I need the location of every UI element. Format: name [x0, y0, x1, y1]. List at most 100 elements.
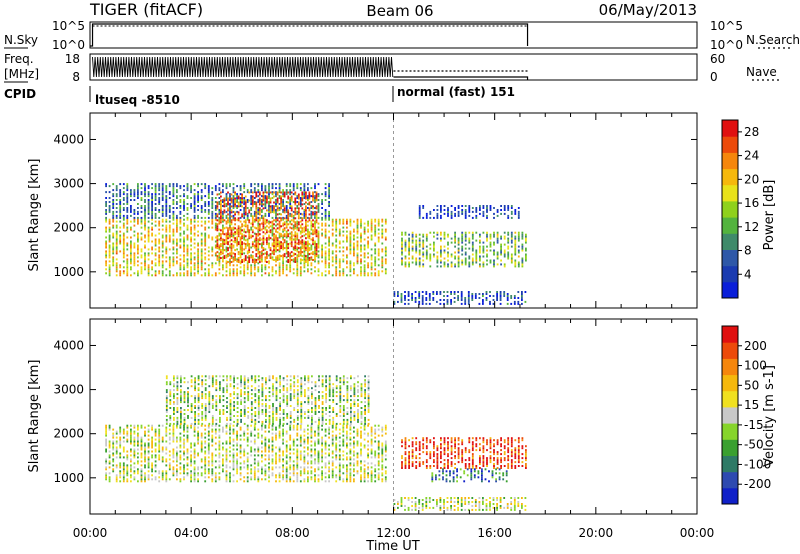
- colorbar-tick-label: 16: [744, 196, 759, 210]
- colorbar-tick-label: 12: [744, 220, 759, 234]
- nsky-label: N.Sky: [4, 33, 38, 47]
- nsky-panel: N.Sky 10^5 10^0 10^5 10^0 N.Search: [4, 19, 800, 52]
- data-region-5: [418, 205, 520, 219]
- colorbar-swatch: [722, 487, 738, 505]
- nsearch-label: N.Search: [746, 33, 800, 47]
- nave-tick-bottom: 0: [710, 70, 718, 84]
- data-region-2: [105, 183, 330, 219]
- data-region-4: [401, 231, 527, 268]
- x-tick-label: 04:00: [174, 526, 209, 540]
- nsearch-tick-top: 10^5: [710, 19, 743, 33]
- y-tick-label: 4000: [53, 338, 84, 352]
- colorbar-tick-label: 28: [744, 125, 759, 139]
- cpid-row: CPID ltuseq -8510 normal (fast) 151: [4, 85, 515, 107]
- colorbar-swatch: [722, 249, 738, 267]
- colorbar-swatch: [722, 374, 738, 392]
- colorbar-swatch: [722, 406, 738, 424]
- colorbar-tick-label: -50: [744, 438, 764, 452]
- colorbar-swatch: [722, 326, 738, 343]
- velocity-colorbar: 200 100 50 15 -15 -50 -100 -200 Velocity [m s-1…: [721, 325, 777, 505]
- velocity-ylabel: Slant Range [km]: [27, 360, 42, 473]
- colorbar-tick-label: 20: [744, 172, 759, 186]
- x-tick-label: 16:00: [477, 526, 512, 540]
- cpid-label: CPID: [4, 87, 36, 101]
- cpid-entry-2: normal (fast) 151: [397, 85, 515, 99]
- beam-label: Beam 06: [366, 2, 433, 20]
- power-data: [105, 113, 527, 308]
- freq-tick-top: 18: [65, 52, 80, 66]
- colorbar-swatch: [722, 136, 738, 153]
- x-axis-title: Time UT: [365, 539, 419, 554]
- colorbar-tick-label: 4: [744, 267, 752, 281]
- colorbar-swatch: [722, 152, 738, 170]
- data-region-3: [401, 437, 527, 469]
- colorbar-tick-label: 15: [744, 398, 759, 412]
- velocity-y-axis: 1000 2000 3000 4000: [53, 338, 697, 485]
- time-axis-labels: 00:00 04:00 08:00 12:00 16:00 20:00 00:00: [73, 526, 715, 540]
- freq-tick-bottom: 8: [72, 70, 80, 84]
- y-tick-label: 2000: [53, 221, 84, 235]
- colorbar-frame: [721, 119, 739, 299]
- freq-trace: [92, 56, 529, 80]
- colorbar-tick-label: 24: [744, 149, 759, 163]
- colorbar-swatch: [722, 184, 738, 202]
- power-x-axis: [89, 113, 698, 308]
- colorbar-swatch: [722, 455, 738, 473]
- nave-tick-top: 60: [710, 52, 725, 66]
- power-ylabel: Slant Range [km]: [27, 159, 42, 272]
- colorbar-swatch: [722, 390, 738, 408]
- power-y-axis: 1000 2000 3000 4000: [53, 132, 697, 279]
- power-colorbar-label: Power [dB]: [762, 180, 777, 251]
- y-tick-label: 2000: [53, 427, 84, 441]
- velocity-colorbar-label: Velocity [m s-1]: [762, 365, 777, 467]
- nsearch-tick-bottom: 10^0: [710, 38, 743, 52]
- colorbar-swatch: [722, 120, 738, 137]
- radar-title: TIGER (fitACF): [89, 0, 203, 19]
- colorbar-swatch: [722, 439, 738, 456]
- data-region-3: [216, 191, 318, 263]
- colorbar-frame: [721, 325, 739, 505]
- nsky-tick-bottom: 10^0: [52, 38, 85, 52]
- colorbar-tick-label: -200: [744, 477, 771, 491]
- x-tick-label: 08:00: [275, 526, 310, 540]
- y-tick-label: 4000: [53, 132, 84, 146]
- colorbar-swatch: [722, 233, 738, 250]
- freq-flat-trace: [393, 76, 529, 80]
- power-panel: 1000 2000 3000 4000 Slant Range [km]: [27, 112, 698, 309]
- x-tick-label: 12:00: [376, 526, 411, 540]
- nsky-trace: [90, 23, 529, 47]
- data-region-2: [165, 375, 370, 425]
- data-region-1: [105, 424, 387, 483]
- colorbar-swatch: [722, 342, 738, 359]
- data-region-4: [431, 468, 508, 483]
- freq-unit: [MHz]: [4, 67, 39, 81]
- x-tick-label: 20:00: [579, 526, 614, 540]
- colorbar-swatch: [722, 471, 738, 489]
- y-tick-label: 1000: [53, 471, 84, 485]
- nsky-tick-top: 10^5: [52, 19, 85, 33]
- velocity-panel: 1000 2000 3000 4000 Slant Range [km]: [27, 318, 698, 515]
- x-tick-label: 00:00: [73, 526, 108, 540]
- velocity-data: [105, 319, 527, 514]
- freq-panel: Freq. [MHz] 18 8 60 0 Nave: [4, 52, 780, 84]
- colorbar-tick-label: 200: [744, 339, 767, 353]
- colorbar-swatch: [722, 358, 738, 376]
- colorbar-tick-label: 8: [744, 244, 752, 258]
- velocity-x-axis: [89, 319, 698, 514]
- y-tick-label: 1000: [53, 265, 84, 279]
- power-colorbar: 4 8 12 16 20 24 28 Power [dB]: [721, 119, 777, 299]
- x-tick-label: 00:00: [680, 526, 715, 540]
- date-label: 06/May/2013: [599, 1, 697, 19]
- colorbar-tick-label: 100: [744, 359, 767, 373]
- colorbar-tick-label: -15: [744, 418, 764, 432]
- colorbar-swatch: [722, 281, 738, 299]
- colorbar-tick-label: 50: [744, 378, 759, 392]
- y-tick-label: 3000: [53, 383, 84, 397]
- colorbar-swatch: [722, 423, 738, 440]
- data-region-6: [393, 291, 527, 305]
- data-region-1: [105, 218, 387, 277]
- colorbar-swatch: [722, 168, 738, 186]
- colorbar-tick-label: -100: [744, 457, 771, 471]
- freq-label: Freq.: [4, 52, 34, 66]
